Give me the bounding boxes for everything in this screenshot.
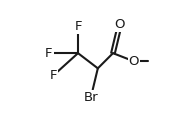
Text: F: F [74,20,82,33]
Text: Br: Br [84,91,98,104]
Text: O: O [115,17,125,31]
Text: O: O [129,55,139,68]
Text: F: F [50,69,57,82]
Text: F: F [45,47,53,60]
